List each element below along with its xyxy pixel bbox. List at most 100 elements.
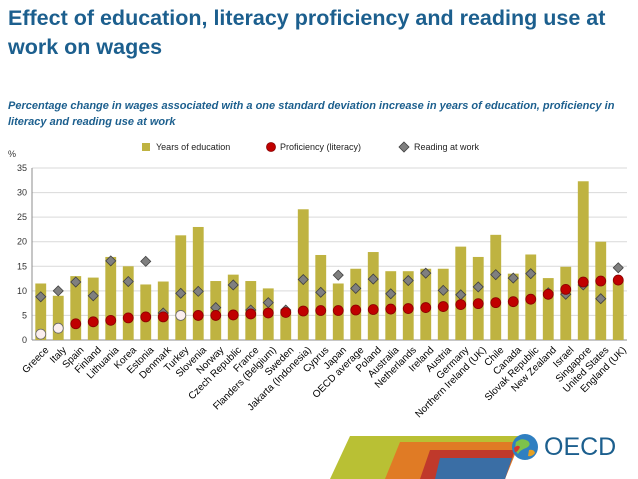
category-label: Greece [20, 345, 51, 376]
chart-title: Effect of education, literacy proficienc… [8, 6, 606, 59]
diamond-point [525, 268, 537, 280]
diamond-point [612, 262, 624, 274]
diamond-point [52, 285, 64, 297]
dot-point [280, 307, 292, 318]
diamond-point [192, 285, 204, 297]
dot-point [87, 316, 99, 328]
diamond-point [437, 284, 449, 296]
y-axis-unit-label: % [8, 149, 16, 159]
bar [122, 266, 134, 340]
footer-stripes [0, 436, 520, 479]
dot-point [385, 303, 397, 315]
bar [227, 274, 239, 340]
diamond-point [175, 287, 187, 299]
bar [560, 266, 572, 340]
y-tick-label: 35 [17, 163, 27, 173]
legend-label: Reading at work [414, 142, 480, 152]
dot-point [35, 328, 47, 340]
bar [175, 235, 187, 340]
diamond-point [472, 281, 484, 293]
legend-label: Proficiency (literacy) [280, 142, 361, 152]
dot-point [577, 276, 589, 288]
diamond-point [140, 255, 152, 267]
y-tick-label: 25 [17, 212, 27, 222]
markers-proficiency-literacy [35, 274, 624, 340]
dot-point [595, 275, 607, 287]
diamond-point [35, 291, 47, 303]
dot-point [52, 322, 64, 334]
oecd-wordmark: OECD [544, 433, 617, 461]
bar [542, 278, 554, 340]
diamond-point [122, 275, 134, 288]
dot-point [262, 307, 274, 319]
y-tick-label: 0 [22, 335, 27, 345]
diamond-point [87, 290, 99, 302]
wages-chart: 0 5 10 15 20 25 30 35% GreeceItalySpainFinlandL… [8, 141, 629, 420]
dot-point [332, 305, 344, 316]
diamond-point [350, 282, 362, 294]
bar [87, 277, 99, 340]
bar [490, 234, 502, 340]
dot-point [437, 301, 449, 312]
dot-point [350, 304, 362, 316]
legend-swatch-bar [142, 143, 150, 151]
dot-point [420, 302, 432, 313]
gridlines [32, 167, 627, 316]
dot-point [507, 296, 519, 308]
bar [52, 295, 64, 340]
dot-point [122, 312, 134, 324]
bar [192, 226, 204, 340]
diamond-point [315, 286, 327, 298]
bar [595, 241, 607, 340]
y-tick-label: 10 [17, 286, 27, 296]
bar [280, 310, 292, 340]
dot-point [560, 283, 572, 295]
legend-label: Years of education [156, 142, 230, 152]
dot-point [192, 310, 204, 321]
dot-point [105, 314, 117, 326]
oecd-logo [510, 432, 630, 462]
diamond-point [70, 276, 82, 288]
diamond-point [297, 273, 309, 286]
diamond-point [367, 273, 379, 285]
diamond-point [227, 279, 239, 291]
dot-point [455, 299, 467, 311]
y-tick-label: 15 [17, 261, 27, 271]
diamond-point [507, 272, 519, 284]
dot-point [175, 310, 187, 321]
bar [350, 268, 362, 340]
bar [577, 181, 589, 340]
markers-reading-at-work [35, 255, 624, 319]
diamond-point [490, 269, 502, 281]
category-labels: GreeceItalySpainFinlandLithuaniaKoreaEst… [20, 344, 628, 420]
diamond-point [595, 293, 607, 305]
diamond-point [402, 274, 414, 287]
stripe-blue [435, 458, 512, 479]
bar [35, 283, 47, 340]
dot-point [490, 297, 502, 309]
legend-swatch-dot [266, 142, 276, 152]
dot-point [70, 318, 82, 330]
dot-point [227, 309, 239, 321]
bar [367, 252, 379, 340]
dot-point [542, 288, 554, 300]
diamond-point [420, 267, 432, 279]
dot-point [210, 310, 222, 321]
chart-subtitle: Percentage change in wages associated wi… [8, 100, 615, 128]
dot-point [140, 311, 152, 323]
dot-point [245, 308, 257, 320]
legend: Years of education Proficiency (literacy)… [142, 141, 480, 153]
dot-point [157, 311, 169, 323]
footer-base [0, 436, 330, 479]
diamond-point [385, 288, 397, 300]
dot-point [367, 304, 379, 315]
diamond-point [105, 255, 117, 267]
y-tick-label: 20 [17, 237, 27, 247]
globe-icon [512, 434, 538, 460]
bar [612, 280, 624, 340]
dot-point [472, 298, 484, 310]
dot-point [297, 305, 309, 317]
diamond-point [332, 269, 344, 281]
dot-point [525, 293, 537, 305]
legend-swatch-diamond [398, 141, 410, 153]
